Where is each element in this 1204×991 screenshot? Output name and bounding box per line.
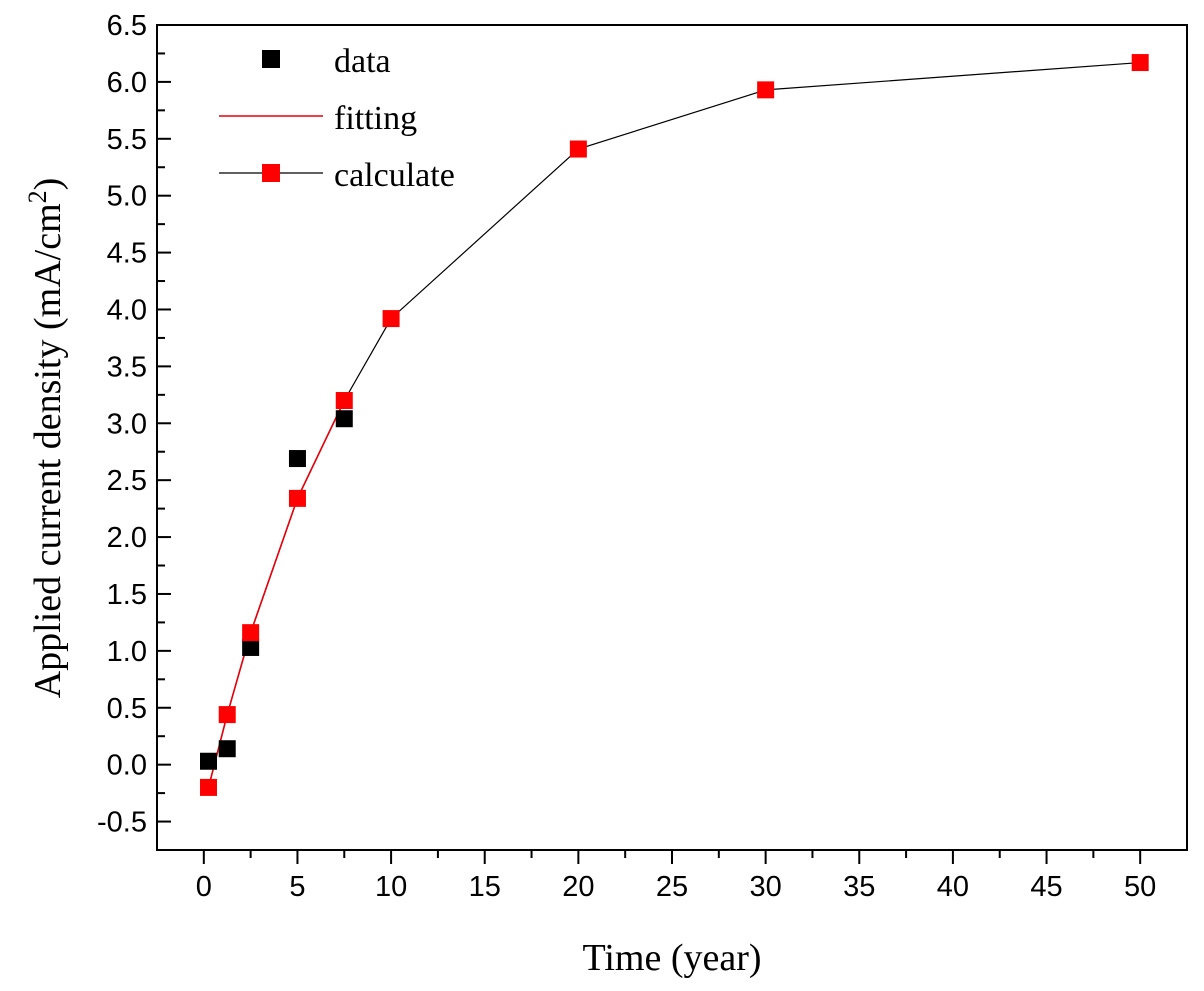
y-tick-label: 0.5 bbox=[107, 693, 147, 725]
y-tick-label: 4.5 bbox=[107, 238, 147, 270]
x-tick-label: 20 bbox=[562, 871, 594, 903]
x-tick-label: 10 bbox=[375, 871, 407, 903]
y-axis-title-superscript: 2 bbox=[23, 190, 52, 203]
legend-marker-data bbox=[262, 50, 280, 68]
x-tick-label: 35 bbox=[843, 871, 875, 903]
legend-marker-calculate bbox=[262, 164, 280, 182]
x-tick-label: 45 bbox=[1030, 871, 1062, 903]
x-tick-label: 50 bbox=[1124, 871, 1156, 903]
data-point bbox=[218, 740, 236, 758]
y-tick-label: 3.5 bbox=[107, 351, 147, 383]
axis-frame bbox=[156, 24, 1188, 851]
y-tick-label: 6.5 bbox=[107, 10, 147, 42]
data-point bbox=[242, 638, 260, 656]
y-tick-label: 2.0 bbox=[107, 522, 147, 554]
x-tick-label: 25 bbox=[656, 871, 688, 903]
calculate-point bbox=[218, 706, 236, 724]
y-tick-label: 2.5 bbox=[107, 465, 147, 497]
data-point bbox=[335, 410, 353, 428]
x-tick-label: 40 bbox=[937, 871, 969, 903]
axes bbox=[156, 24, 1188, 851]
y-axis-title: Applied current density (mA/cm2) bbox=[23, 178, 69, 699]
y-tick-label: 1.0 bbox=[107, 636, 147, 668]
plot-area bbox=[200, 54, 1149, 796]
calculate-point bbox=[382, 310, 400, 328]
x-tick-label: 15 bbox=[469, 871, 501, 903]
legend-label-fitting: fitting bbox=[334, 100, 417, 137]
calculate-point bbox=[335, 392, 353, 410]
y-tick-label: 3.0 bbox=[107, 408, 147, 440]
y-tick-label: 5.0 bbox=[107, 181, 147, 213]
fitting-series-line bbox=[207, 400, 345, 788]
x-tick-label: 30 bbox=[750, 871, 782, 903]
y-axis-title-main: Applied current density (mA/cm bbox=[27, 203, 69, 698]
y-axis: -0.5 0.0 0.5 1.0 1.5 2.0 2.5 3.0 3.5 4.0 4.5 5.0 5.5… bbox=[97, 10, 171, 851]
x-tick-label: 5 bbox=[289, 871, 305, 903]
x-axis-title: Time (year) bbox=[582, 937, 761, 979]
legend-label-calculate: calculate bbox=[334, 157, 455, 194]
y-tick-label: 4.0 bbox=[107, 294, 147, 326]
x-tick-label: 0 bbox=[196, 871, 212, 903]
data-point bbox=[200, 752, 217, 770]
calculate-point bbox=[757, 81, 775, 99]
calculate-point bbox=[1131, 54, 1149, 72]
calculate-point bbox=[200, 778, 217, 796]
y-tick-label: -0.5 bbox=[97, 807, 147, 839]
calculate-point bbox=[242, 624, 260, 642]
y-tick-label: 6.0 bbox=[107, 67, 147, 99]
x-axis: 0 5 10 15 20 25 30 35 40 45 50 bbox=[196, 850, 1156, 903]
y-tick-label: 0.0 bbox=[107, 750, 147, 782]
calculate-point bbox=[569, 140, 587, 158]
legend-label-data: data bbox=[334, 43, 391, 80]
data-point bbox=[288, 450, 306, 468]
y-tick-label: 1.5 bbox=[107, 579, 147, 611]
legend: data fitting calculate bbox=[219, 43, 455, 194]
y-axis-title-close: ) bbox=[27, 178, 69, 191]
y-tick-label: 5.5 bbox=[107, 124, 147, 156]
calculate-point bbox=[288, 489, 306, 507]
